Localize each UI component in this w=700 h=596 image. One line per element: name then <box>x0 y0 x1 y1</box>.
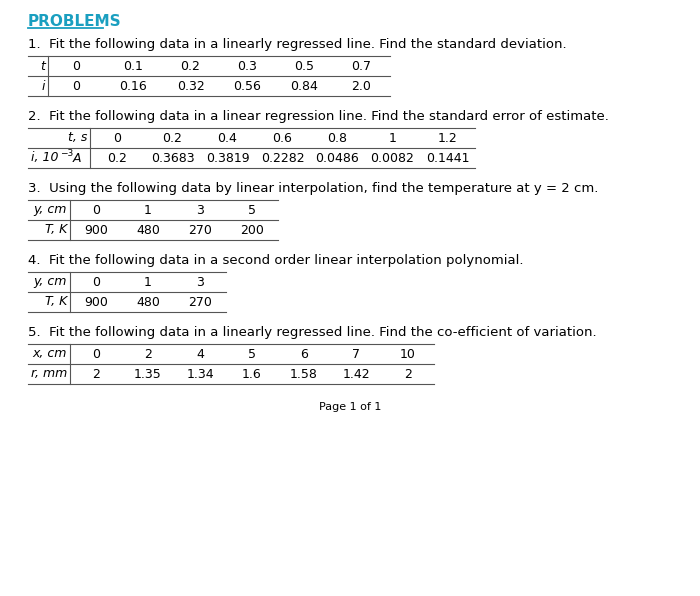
Text: 1: 1 <box>144 203 152 216</box>
Text: 0: 0 <box>113 132 122 144</box>
Text: i, 10: i, 10 <box>31 151 59 164</box>
Text: 0.4: 0.4 <box>218 132 237 144</box>
Text: 0: 0 <box>92 275 100 288</box>
Text: 0.7: 0.7 <box>351 60 372 73</box>
Text: 10: 10 <box>400 347 416 361</box>
Text: 0.32: 0.32 <box>176 79 204 92</box>
Text: 0.1: 0.1 <box>124 60 144 73</box>
Text: 0.3: 0.3 <box>237 60 258 73</box>
Text: A: A <box>69 151 81 164</box>
Text: 1.6: 1.6 <box>242 368 262 380</box>
Text: 0.56: 0.56 <box>234 79 261 92</box>
Text: 1.58: 1.58 <box>290 368 318 380</box>
Text: 3: 3 <box>196 203 204 216</box>
Text: 0.3819: 0.3819 <box>206 151 249 164</box>
Text: 2.  Fit the following data in a linear regression line. Find the standard error : 2. Fit the following data in a linear re… <box>28 110 609 123</box>
Text: Page 1 of 1: Page 1 of 1 <box>318 402 382 412</box>
Text: 0.2: 0.2 <box>162 132 183 144</box>
Text: 2: 2 <box>404 368 412 380</box>
Text: 0.2282: 0.2282 <box>260 151 304 164</box>
Text: 1: 1 <box>389 132 396 144</box>
Text: 900: 900 <box>84 224 108 237</box>
Text: 0.2: 0.2 <box>181 60 200 73</box>
Text: 4.  Fit the following data in a second order linear interpolation polynomial.: 4. Fit the following data in a second or… <box>28 254 524 267</box>
Text: 5: 5 <box>248 347 256 361</box>
Text: 1.34: 1.34 <box>186 368 214 380</box>
Text: T, K: T, K <box>45 224 67 237</box>
Text: 0.3683: 0.3683 <box>150 151 195 164</box>
Text: y, cm: y, cm <box>34 203 67 216</box>
Text: 5: 5 <box>248 203 256 216</box>
Text: 270: 270 <box>188 224 212 237</box>
Text: 7: 7 <box>352 347 360 361</box>
Text: 1.35: 1.35 <box>134 368 162 380</box>
Text: r, mm: r, mm <box>31 368 67 380</box>
Text: i: i <box>41 79 45 92</box>
Text: 0.1441: 0.1441 <box>426 151 469 164</box>
Text: 1: 1 <box>144 275 152 288</box>
Text: 0: 0 <box>92 347 100 361</box>
Text: 0: 0 <box>92 203 100 216</box>
Text: 270: 270 <box>188 296 212 309</box>
Text: 5.  Fit the following data in a linearly regressed line. Find the co-efficient o: 5. Fit the following data in a linearly … <box>28 326 596 339</box>
Text: 200: 200 <box>240 224 264 237</box>
Text: 0.0082: 0.0082 <box>370 151 414 164</box>
Text: 0.5: 0.5 <box>295 60 314 73</box>
Text: 2: 2 <box>92 368 100 380</box>
Text: 1.2: 1.2 <box>438 132 457 144</box>
Text: 480: 480 <box>136 296 160 309</box>
Text: 0: 0 <box>73 79 80 92</box>
Text: 0.16: 0.16 <box>120 79 148 92</box>
Text: 3.  Using the following data by linear interpolation, find the temperature at y : 3. Using the following data by linear in… <box>28 182 598 195</box>
Text: 0.6: 0.6 <box>272 132 293 144</box>
Text: 2: 2 <box>144 347 152 361</box>
Text: 0.2: 0.2 <box>108 151 127 164</box>
Text: 0.8: 0.8 <box>328 132 347 144</box>
Text: 0: 0 <box>73 60 80 73</box>
Text: −3: −3 <box>60 150 74 159</box>
Text: 0.0486: 0.0486 <box>316 151 359 164</box>
Text: 0.84: 0.84 <box>290 79 318 92</box>
Text: 900: 900 <box>84 296 108 309</box>
Text: t: t <box>40 60 45 73</box>
Text: 4: 4 <box>196 347 204 361</box>
Text: x, cm: x, cm <box>33 347 67 361</box>
Text: y, cm: y, cm <box>34 275 67 288</box>
Text: 2.0: 2.0 <box>351 79 372 92</box>
Text: 1.42: 1.42 <box>342 368 370 380</box>
Text: 1.  Fit the following data in a linearly regressed line. Find the standard devia: 1. Fit the following data in a linearly … <box>28 38 566 51</box>
Text: PROBLEMS: PROBLEMS <box>28 14 122 29</box>
Text: t, s: t, s <box>68 132 87 144</box>
Text: 6: 6 <box>300 347 308 361</box>
Text: T, K: T, K <box>45 296 67 309</box>
Text: 3: 3 <box>196 275 204 288</box>
Text: 480: 480 <box>136 224 160 237</box>
